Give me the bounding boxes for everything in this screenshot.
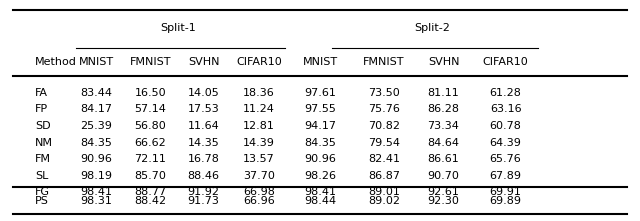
Text: 12.81: 12.81 (243, 121, 275, 131)
Text: SVHN: SVHN (428, 57, 460, 67)
Text: 67.89: 67.89 (490, 171, 522, 181)
Text: 66.96: 66.96 (243, 196, 275, 206)
Text: 66.98: 66.98 (243, 187, 275, 197)
Text: 86.61: 86.61 (428, 154, 460, 164)
Text: 64.39: 64.39 (490, 137, 522, 148)
Text: 66.62: 66.62 (134, 137, 166, 148)
Text: 14.35: 14.35 (188, 137, 220, 148)
Text: 65.76: 65.76 (490, 154, 522, 164)
Text: 94.17: 94.17 (304, 121, 336, 131)
Text: 14.05: 14.05 (188, 88, 220, 98)
Text: SD: SD (35, 121, 51, 131)
Text: 90.96: 90.96 (80, 154, 112, 164)
Text: 98.41: 98.41 (304, 187, 336, 197)
Text: 11.24: 11.24 (243, 104, 275, 114)
Text: Split-2: Split-2 (415, 23, 451, 33)
Text: 81.11: 81.11 (428, 88, 460, 98)
Text: 91.73: 91.73 (188, 196, 220, 206)
Text: 13.57: 13.57 (243, 154, 275, 164)
Text: PS: PS (35, 196, 49, 206)
Text: 18.36: 18.36 (243, 88, 275, 98)
Text: 86.87: 86.87 (368, 171, 400, 181)
Text: 97.55: 97.55 (304, 104, 336, 114)
Text: 84.17: 84.17 (80, 104, 112, 114)
Text: SL: SL (35, 171, 49, 181)
Text: 97.61: 97.61 (304, 88, 336, 98)
Text: 75.76: 75.76 (368, 104, 400, 114)
Text: 61.28: 61.28 (490, 88, 522, 98)
Text: MNIST: MNIST (303, 57, 337, 67)
Text: 84.35: 84.35 (304, 137, 336, 148)
Text: 14.39: 14.39 (243, 137, 275, 148)
Text: 84.64: 84.64 (428, 137, 460, 148)
Text: 91.92: 91.92 (188, 187, 220, 197)
Text: 73.50: 73.50 (368, 88, 400, 98)
Text: FP: FP (35, 104, 49, 114)
Text: Split-1: Split-1 (160, 23, 196, 33)
Text: 98.19: 98.19 (80, 171, 112, 181)
Text: 92.61: 92.61 (428, 187, 460, 197)
Text: 82.41: 82.41 (368, 154, 400, 164)
Text: 84.35: 84.35 (80, 137, 112, 148)
Text: 70.82: 70.82 (368, 121, 400, 131)
Text: 69.89: 69.89 (490, 196, 522, 206)
Text: 60.78: 60.78 (490, 121, 522, 131)
Text: 72.11: 72.11 (134, 154, 166, 164)
Text: 63.16: 63.16 (490, 104, 522, 114)
Text: 16.50: 16.50 (134, 88, 166, 98)
Text: 89.02: 89.02 (368, 196, 400, 206)
Text: 57.14: 57.14 (134, 104, 166, 114)
Text: 88.77: 88.77 (134, 187, 166, 197)
Text: 92.30: 92.30 (428, 196, 460, 206)
Text: FG: FG (35, 187, 50, 197)
Text: 90.96: 90.96 (304, 154, 336, 164)
Text: NM: NM (35, 137, 53, 148)
Text: 56.80: 56.80 (134, 121, 166, 131)
Text: CIFAR10: CIFAR10 (483, 57, 529, 67)
Text: 98.41: 98.41 (80, 187, 112, 197)
Text: 90.70: 90.70 (428, 171, 460, 181)
Text: FA: FA (35, 88, 48, 98)
Text: 16.78: 16.78 (188, 154, 220, 164)
Text: 83.44: 83.44 (80, 88, 112, 98)
Text: 88.42: 88.42 (134, 196, 166, 206)
Text: FMNIST: FMNIST (130, 57, 171, 67)
Text: 17.53: 17.53 (188, 104, 220, 114)
Text: CIFAR10: CIFAR10 (236, 57, 282, 67)
Text: 98.31: 98.31 (80, 196, 112, 206)
Text: 85.70: 85.70 (134, 171, 166, 181)
Text: FM: FM (35, 154, 51, 164)
Text: 69.91: 69.91 (490, 187, 522, 197)
Text: 37.70: 37.70 (243, 171, 275, 181)
Text: MNIST: MNIST (79, 57, 113, 67)
Text: 89.01: 89.01 (368, 187, 400, 197)
Text: 11.64: 11.64 (188, 121, 220, 131)
Text: 79.54: 79.54 (368, 137, 400, 148)
Text: Method: Method (35, 57, 77, 67)
Text: 98.44: 98.44 (304, 196, 336, 206)
Text: FMNIST: FMNIST (364, 57, 404, 67)
Text: 88.46: 88.46 (188, 171, 220, 181)
Text: 25.39: 25.39 (80, 121, 112, 131)
Text: 86.28: 86.28 (428, 104, 460, 114)
Text: SVHN: SVHN (188, 57, 220, 67)
Text: 73.34: 73.34 (428, 121, 460, 131)
Text: 98.26: 98.26 (304, 171, 336, 181)
